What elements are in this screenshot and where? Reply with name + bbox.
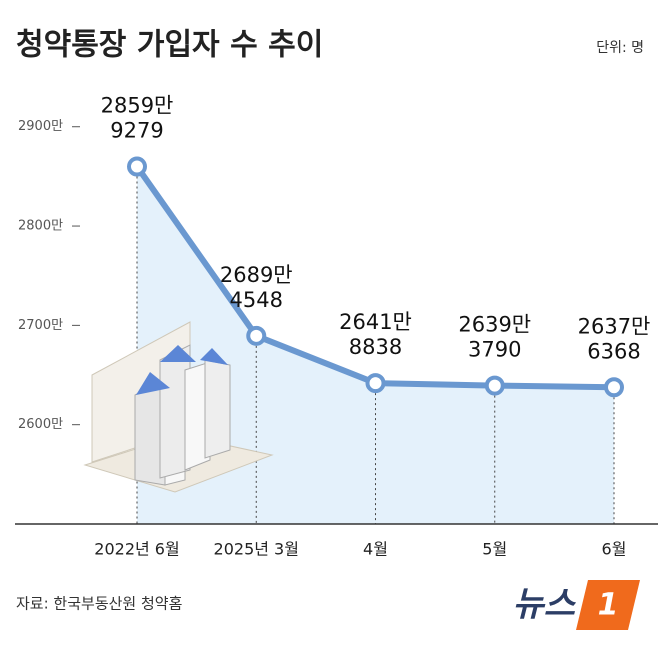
point xyxy=(604,377,624,398)
value-label: 2637만 xyxy=(578,314,651,338)
x-tick-label: 5월 xyxy=(482,540,507,559)
source: 자료: 한국부동산원 청약홈 xyxy=(16,595,182,613)
point xyxy=(246,325,267,346)
building-illustration xyxy=(83,321,274,493)
logo-badge xyxy=(576,580,640,630)
value-label: 4548 xyxy=(230,288,283,312)
y-tick-label: 2800만 xyxy=(18,219,63,234)
chart-title: 청약통장 가입자 수 추이 xyxy=(16,28,323,63)
x-tick-label: 2022년 6월 xyxy=(94,540,179,559)
x-tick-label: 6월 xyxy=(602,540,627,559)
value-label: 2639만 xyxy=(458,313,531,337)
point xyxy=(484,375,505,396)
value-label: 3790 xyxy=(468,338,521,362)
point xyxy=(127,156,147,177)
x-tick-label: 2025년 3월 xyxy=(214,540,299,559)
value-label: 2641만 xyxy=(339,310,412,334)
logo-mark: 1 xyxy=(598,588,619,623)
value-label: 2859만 xyxy=(101,94,174,118)
unit-note: 단위: 명 xyxy=(596,40,644,56)
x-tick-label: 4월 xyxy=(363,540,388,559)
y-tick-label: 2900만 xyxy=(18,119,63,134)
y-tick-label: 2700만 xyxy=(18,318,63,333)
area xyxy=(137,166,614,524)
logo-text: 뉴스 xyxy=(512,585,576,625)
y-tick-label: 2600만 xyxy=(18,417,63,432)
value-label: 2689만 xyxy=(220,263,293,287)
value-label: 9279 xyxy=(110,119,163,143)
value-label: 8838 xyxy=(349,335,402,359)
point xyxy=(365,373,386,394)
value-label: 6368 xyxy=(587,339,640,363)
